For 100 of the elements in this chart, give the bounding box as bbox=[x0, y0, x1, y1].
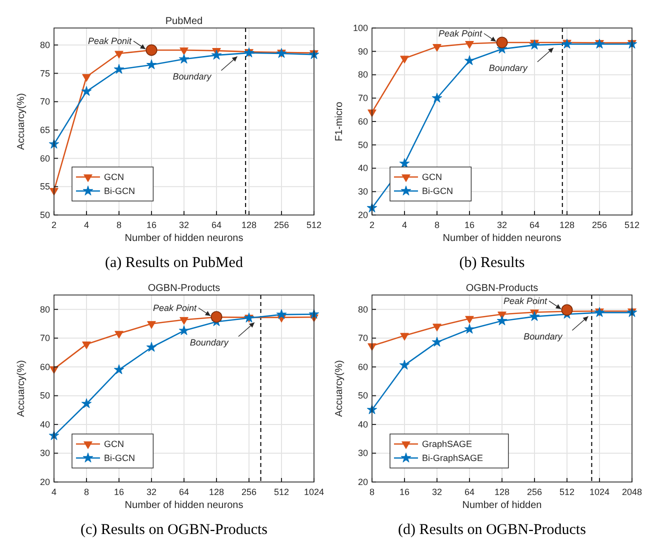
y-tick-label: 70 bbox=[40, 96, 50, 107]
annotation: Peak Point bbox=[503, 296, 548, 306]
point bbox=[81, 86, 92, 96]
x-tick-label: 4 bbox=[402, 220, 408, 230]
point bbox=[432, 44, 442, 52]
point bbox=[399, 360, 410, 370]
x-tick-label: 256 bbox=[274, 220, 290, 230]
x-tick-label: 4 bbox=[51, 487, 57, 497]
annotation: Boundary bbox=[524, 331, 563, 342]
annotation: Boundary bbox=[488, 62, 528, 73]
x-tick-label: 16 bbox=[399, 487, 410, 497]
legend-label: GCN bbox=[104, 172, 124, 182]
point bbox=[48, 138, 60, 149]
point bbox=[465, 316, 474, 324]
point bbox=[81, 398, 92, 408]
x-tick-label: 512 bbox=[559, 487, 575, 497]
y-tick-label: 80 bbox=[358, 304, 368, 314]
point bbox=[82, 342, 91, 350]
x-tick-label: 128 bbox=[494, 487, 510, 497]
x-tick-label: 8 bbox=[84, 487, 90, 497]
x-tick-label: 32 bbox=[496, 220, 508, 230]
x-tick-label: 16 bbox=[146, 220, 157, 230]
x-tick-label: 256 bbox=[526, 487, 542, 497]
y-axis-title: F1-micro bbox=[334, 101, 345, 142]
y-tick-label: 75 bbox=[40, 68, 50, 78]
point bbox=[180, 317, 188, 325]
legend-label: Bi-GraphSAGE bbox=[422, 452, 484, 463]
point bbox=[276, 309, 287, 319]
x-tick-label: 64 bbox=[529, 220, 540, 230]
x-tick-label: 32 bbox=[178, 220, 190, 230]
y-tick-label: 60 bbox=[40, 362, 50, 372]
x-tick-label: 128 bbox=[241, 220, 257, 230]
x-axis-title: Number of hidden neurons bbox=[124, 500, 244, 511]
y-tick-label: 60 bbox=[358, 116, 368, 126]
y-axis-title: Accuarcy(%) bbox=[16, 93, 27, 150]
y-tick-label: 80 bbox=[40, 40, 50, 50]
point bbox=[464, 324, 475, 334]
x-tick-label: 2048 bbox=[622, 487, 642, 497]
point bbox=[114, 64, 124, 74]
y-tick-label: 40 bbox=[358, 419, 368, 430]
x-tick-label: 16 bbox=[464, 220, 475, 230]
y-tick-label: 30 bbox=[40, 448, 50, 458]
point bbox=[146, 342, 157, 352]
y-tick-label: 20 bbox=[40, 476, 50, 487]
point bbox=[464, 55, 475, 66]
y-tick-label: 70 bbox=[358, 333, 368, 344]
x-tick-label: 512 bbox=[624, 220, 640, 230]
y-tick-label: 70 bbox=[40, 333, 50, 344]
x-axis-title: Number of hidden bbox=[462, 500, 542, 511]
text: (b) Results bbox=[459, 255, 525, 271]
y-tick-label: 90 bbox=[358, 46, 368, 56]
x-tick-label: 256 bbox=[241, 487, 257, 497]
chart-title: OGBN-Products bbox=[466, 283, 538, 294]
x-tick-label: 1024 bbox=[304, 487, 324, 497]
point bbox=[529, 311, 540, 322]
legend-label: GCN bbox=[104, 438, 124, 449]
annotation: Peak Point bbox=[152, 302, 197, 313]
x-tick-label: 8 bbox=[434, 220, 440, 230]
x-tick-label: 2 bbox=[369, 220, 375, 230]
chart-title: PubMed bbox=[165, 16, 203, 27]
x-tick-label: 512 bbox=[306, 220, 322, 230]
legend-label: GraphSAGE bbox=[422, 438, 472, 449]
x-axis-title: Number of hidden neurons bbox=[124, 233, 244, 244]
y-tick-label: 100 bbox=[352, 22, 368, 33]
point bbox=[432, 324, 442, 332]
point bbox=[400, 56, 409, 64]
annotation: Peak Point bbox=[438, 28, 482, 38]
legend-label: Bi-GCN bbox=[104, 452, 135, 463]
y-tick-label: 50 bbox=[40, 390, 50, 401]
x-tick-label: 64 bbox=[178, 487, 190, 497]
point bbox=[114, 50, 124, 59]
y-tick-label: 40 bbox=[40, 419, 50, 430]
annotation: Boundary bbox=[172, 72, 212, 82]
text: (a) Results on PubMed bbox=[105, 255, 244, 271]
y-tick-label: 40 bbox=[358, 163, 368, 174]
point bbox=[465, 41, 474, 49]
y-tick-label: 55 bbox=[40, 182, 50, 192]
point bbox=[114, 364, 124, 374]
y-axis-title: Accuarcy(%) bbox=[16, 360, 27, 417]
y-tick-label: 80 bbox=[40, 304, 50, 314]
point bbox=[399, 158, 410, 168]
y-tick-label: 50 bbox=[40, 210, 50, 220]
x-tick-label: 256 bbox=[592, 220, 608, 230]
x-tick-label: 8 bbox=[116, 220, 122, 230]
y-tick-label: 70 bbox=[358, 93, 368, 104]
point bbox=[180, 47, 188, 56]
y-tick-label: 50 bbox=[358, 140, 368, 150]
chart-title: OGBN-Products bbox=[148, 283, 220, 294]
point bbox=[400, 332, 409, 341]
x-axis-title: Number of hidden neurons bbox=[442, 233, 562, 244]
point bbox=[114, 330, 124, 339]
legend-label: Bi-GCN bbox=[422, 186, 453, 196]
x-tick-label: 512 bbox=[274, 487, 290, 497]
y-tick-label: 20 bbox=[358, 476, 368, 487]
y-tick-label: 20 bbox=[358, 210, 368, 220]
point bbox=[178, 325, 190, 336]
x-tick-label: 128 bbox=[208, 487, 224, 497]
legend-label: Bi-GCN bbox=[104, 186, 135, 196]
point bbox=[432, 336, 442, 347]
x-tick-label: 8 bbox=[369, 487, 375, 497]
